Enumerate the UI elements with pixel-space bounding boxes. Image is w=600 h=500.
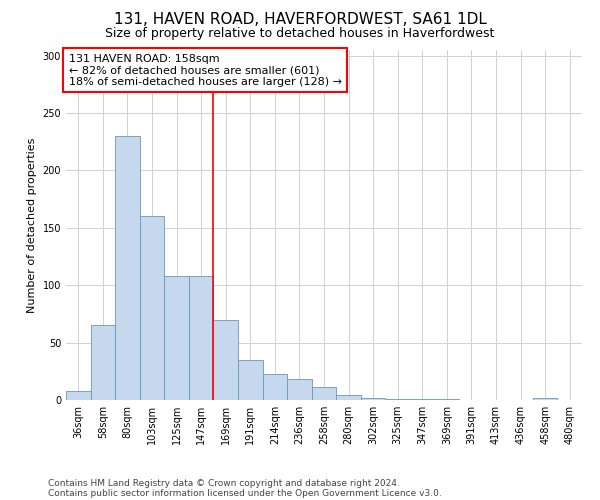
Bar <box>410 399 434 400</box>
Bar <box>91 326 115 400</box>
Bar <box>238 360 263 400</box>
Bar <box>263 374 287 400</box>
Bar <box>385 399 410 400</box>
Y-axis label: Number of detached properties: Number of detached properties <box>27 138 37 312</box>
Bar <box>287 380 312 400</box>
Text: Size of property relative to detached houses in Haverfordwest: Size of property relative to detached ho… <box>106 28 494 40</box>
Text: 131, HAVEN ROAD, HAVERFORDWEST, SA61 1DL: 131, HAVEN ROAD, HAVERFORDWEST, SA61 1DL <box>113 12 487 28</box>
Bar <box>115 136 140 400</box>
Bar <box>361 398 385 400</box>
Bar <box>434 399 459 400</box>
Bar <box>140 216 164 400</box>
Bar <box>533 398 557 400</box>
Bar <box>164 276 189 400</box>
Bar <box>336 396 361 400</box>
Bar <box>214 320 238 400</box>
Bar <box>312 388 336 400</box>
Text: Contains public sector information licensed under the Open Government Licence v3: Contains public sector information licen… <box>48 488 442 498</box>
Text: Contains HM Land Registry data © Crown copyright and database right 2024.: Contains HM Land Registry data © Crown c… <box>48 478 400 488</box>
Text: 131 HAVEN ROAD: 158sqm
← 82% of detached houses are smaller (601)
18% of semi-de: 131 HAVEN ROAD: 158sqm ← 82% of detached… <box>68 54 341 86</box>
Bar <box>189 276 214 400</box>
Bar <box>66 391 91 400</box>
